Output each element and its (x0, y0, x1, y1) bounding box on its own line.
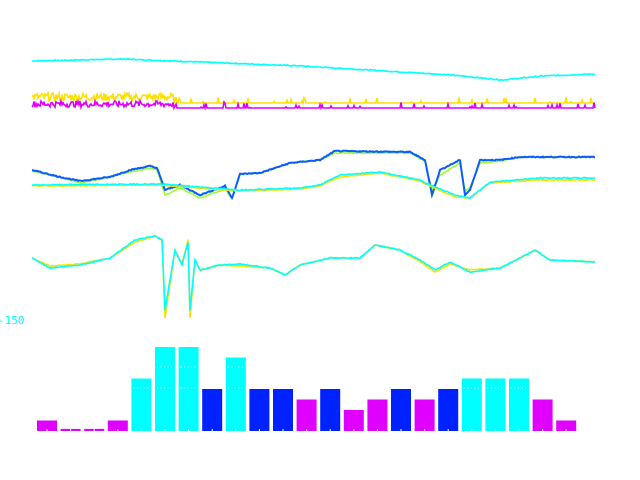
bar-14 (343, 410, 364, 431)
bar-23 (556, 420, 577, 431)
bar-12 (296, 399, 317, 431)
bar-16 (391, 389, 411, 431)
top-series-cyan-line (31, 57, 596, 82)
bar-15 (367, 399, 388, 431)
bar-8 (202, 389, 223, 431)
bar-6 (155, 347, 175, 431)
bar-17 (414, 399, 435, 431)
bar-7 (178, 347, 199, 431)
bar-19 (461, 378, 482, 431)
bar-20 (485, 378, 506, 431)
middle-series-blue-line (32, 149, 596, 200)
bar-13 (320, 389, 341, 431)
bar-22 (532, 399, 553, 431)
bar-4 (107, 420, 128, 431)
bar-21 (509, 378, 529, 431)
bar-axis-label: -150 (0, 314, 25, 327)
bar-9 (225, 357, 246, 431)
bottom-series-cyan-line (31, 234, 596, 311)
top-series-magenta-line (31, 97, 596, 112)
bar-1 (37, 420, 57, 431)
top-series-yellow-line (31, 90, 595, 106)
bottom-series-yellow-line (31, 235, 596, 318)
bar-10 (249, 389, 270, 431)
bar-11 (273, 389, 293, 431)
middle-series-cyan-line (31, 170, 596, 199)
bar-5 (131, 378, 152, 431)
bar-18 (438, 389, 459, 431)
middle-series-yellow-line (32, 171, 596, 200)
